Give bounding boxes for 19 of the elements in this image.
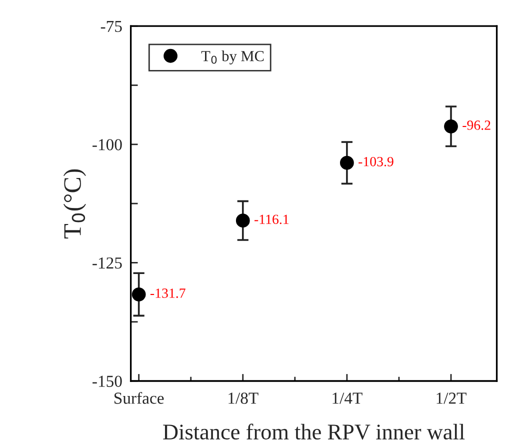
y-tick-label: -100 — [92, 139, 122, 150]
point — [444, 119, 458, 134]
data-label: -131.7 — [150, 288, 186, 298]
y-axis-title: T$_{0}$(°C) — [63, 169, 86, 238]
y-tick-label: -150 — [92, 376, 122, 387]
point — [132, 287, 146, 302]
legend-label: T$_{0}$ by MC — [201, 50, 264, 64]
y-tick-label: -75 — [100, 20, 122, 32]
x-tick-label: 1/4T — [332, 392, 362, 404]
data-label: -116.1 — [254, 214, 289, 224]
x-tick-label: 1/2T — [436, 392, 466, 404]
data-label: -96.2 — [462, 120, 490, 130]
x-axis-title: Distance from the RPV inner wall — [163, 424, 465, 440]
data-label: -103.9 — [358, 156, 394, 166]
point — [340, 156, 354, 170]
point — [236, 214, 250, 228]
y-tick-label: -125 — [92, 257, 122, 269]
x-tick-label: Surface — [114, 392, 164, 404]
x-tick-label: 1/8T — [228, 392, 258, 404]
